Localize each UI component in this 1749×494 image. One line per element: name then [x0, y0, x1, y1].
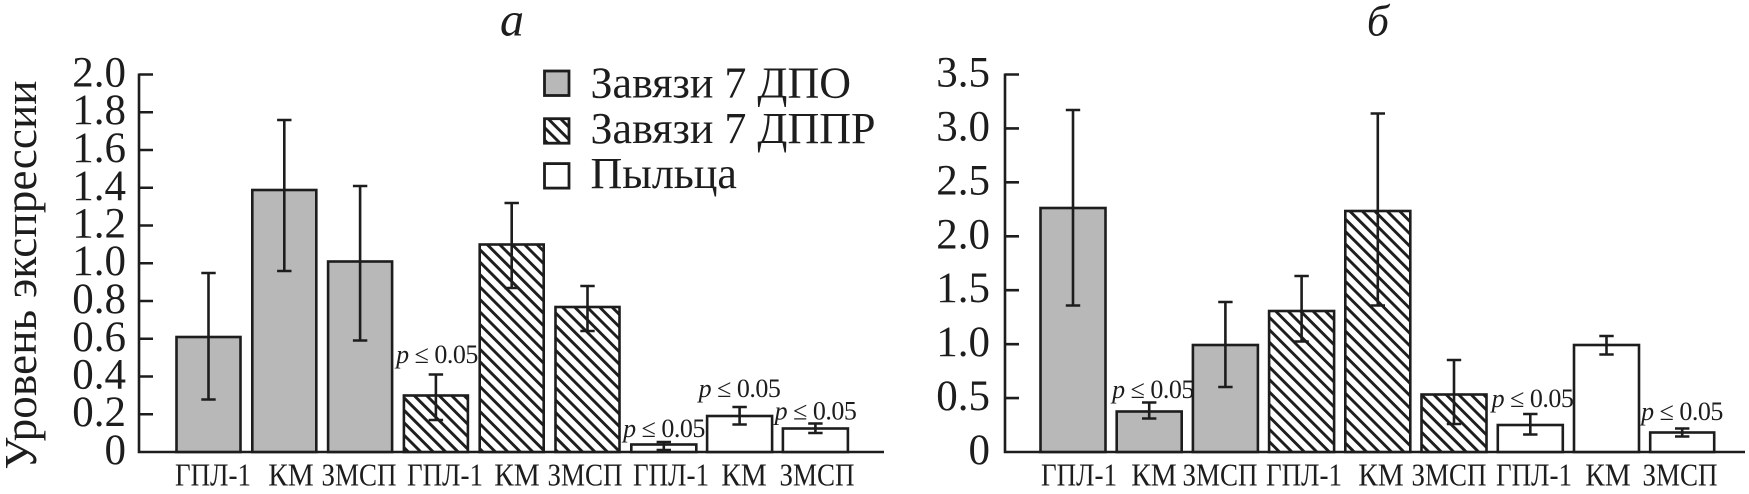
- svg-text:Уровень экспрессии: Уровень экспрессии: [0, 81, 46, 470]
- svg-text:ГПЛ-1: ГПЛ-1: [1041, 457, 1117, 493]
- svg-text:p ≤ 0.05: p ≤ 0.05: [697, 374, 781, 403]
- svg-text:1.5: 1.5: [936, 265, 990, 312]
- svg-text:1.6: 1.6: [72, 125, 126, 172]
- svg-text:2.5: 2.5: [936, 157, 990, 204]
- svg-text:0: 0: [969, 427, 991, 474]
- svg-text:ЗМСП: ЗМСП: [548, 457, 623, 493]
- svg-text:КМ: КМ: [1358, 457, 1404, 493]
- svg-text:ГПЛ-1: ГПЛ-1: [1496, 457, 1572, 493]
- svg-text:КМ: КМ: [1131, 457, 1177, 493]
- svg-text:Пыльца: Пыльца: [591, 149, 737, 198]
- svg-text:p ≤ 0.05: p ≤ 0.05: [1490, 384, 1574, 413]
- svg-text:1.2: 1.2: [72, 201, 126, 248]
- svg-text:p ≤ 0.05: p ≤ 0.05: [1110, 375, 1194, 404]
- svg-text:а: а: [500, 0, 524, 47]
- svg-text:КМ: КМ: [721, 457, 767, 493]
- svg-text:0.8: 0.8: [72, 276, 126, 323]
- svg-text:p ≤ 0.05: p ≤ 0.05: [1639, 397, 1723, 426]
- svg-text:Завязи 7 ДППР: Завязи 7 ДППР: [591, 104, 876, 153]
- svg-text:1.0: 1.0: [936, 319, 990, 366]
- svg-text:КМ: КМ: [494, 457, 540, 493]
- svg-text:3.5: 3.5: [936, 50, 990, 97]
- svg-text:p ≤ 0.05: p ≤ 0.05: [394, 340, 478, 369]
- svg-text:КМ: КМ: [1585, 457, 1631, 493]
- svg-text:2.0: 2.0: [72, 50, 126, 97]
- svg-text:ГПЛ-1: ГПЛ-1: [1266, 457, 1342, 493]
- svg-text:1.4: 1.4: [72, 163, 126, 210]
- svg-text:0.5: 0.5: [936, 373, 990, 420]
- svg-text:0: 0: [105, 427, 127, 474]
- svg-text:ЗМСП: ЗМСП: [322, 457, 397, 493]
- svg-text:Завязи 7 ДПО: Завязи 7 ДПО: [591, 59, 852, 108]
- svg-text:б: б: [1367, 0, 1391, 46]
- svg-text:0.6: 0.6: [72, 314, 126, 361]
- svg-text:ЗМСП: ЗМСП: [1183, 457, 1258, 493]
- svg-text:0.4: 0.4: [72, 352, 126, 399]
- svg-text:1.0: 1.0: [72, 238, 126, 285]
- svg-text:ЗМСП: ЗМСП: [1643, 457, 1718, 493]
- svg-text:p ≤ 0.05: p ≤ 0.05: [773, 397, 857, 426]
- svg-text:0.2: 0.2: [72, 389, 126, 436]
- svg-text:КМ: КМ: [268, 457, 314, 493]
- svg-text:ГПЛ-1: ГПЛ-1: [407, 457, 483, 493]
- svg-text:3.0: 3.0: [936, 103, 990, 150]
- svg-text:2.0: 2.0: [936, 211, 990, 258]
- svg-text:1.8: 1.8: [72, 87, 126, 134]
- svg-text:ГПЛ-1: ГПЛ-1: [633, 457, 709, 493]
- svg-text:ЗМСП: ЗМСП: [780, 457, 855, 493]
- svg-text:ГПЛ-1: ГПЛ-1: [175, 457, 251, 493]
- svg-text:ЗМСП: ЗМСП: [1412, 457, 1487, 493]
- svg-text:p ≤ 0.05: p ≤ 0.05: [621, 414, 705, 443]
